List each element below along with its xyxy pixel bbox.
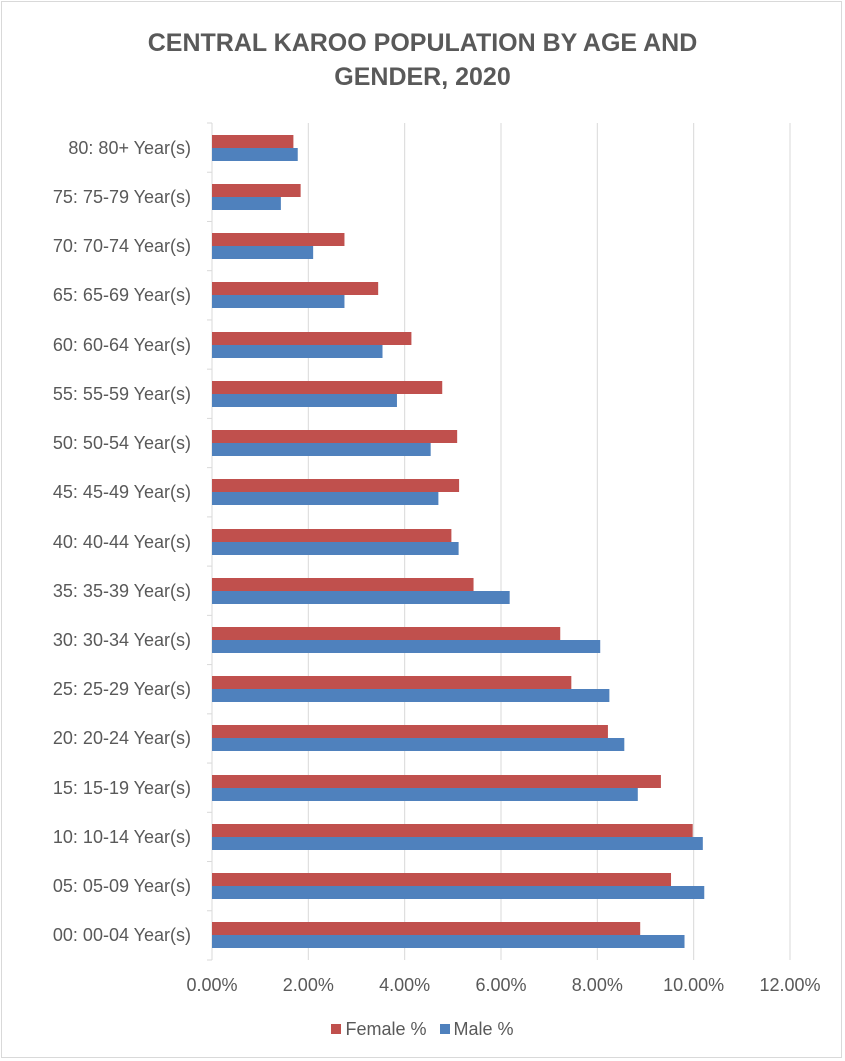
bar-female (212, 824, 693, 837)
y-category-label: 00: 00-04 Year(s) (53, 925, 191, 945)
legend-label-male: Male % (453, 1018, 514, 1039)
legend-swatch-female (331, 1024, 342, 1034)
bar-male (212, 246, 314, 259)
y-category-label: 45: 45-49 Year(s) (53, 482, 191, 502)
y-category-label: 70: 70-74 Year(s) (53, 236, 191, 256)
bar-female (212, 676, 572, 689)
bar-male (212, 886, 705, 899)
bar-female (212, 627, 561, 640)
legend-item-female: Female % (331, 1019, 426, 1040)
bar-female (212, 381, 443, 394)
x-tick-label: 6.00% (475, 975, 526, 995)
bar-male (212, 443, 431, 456)
bar-male (212, 197, 281, 210)
bar-female (212, 332, 412, 345)
y-category-label: 20: 20-24 Year(s) (53, 728, 191, 748)
bar-male (212, 492, 439, 505)
bar-female (212, 529, 452, 542)
bar-female (212, 233, 345, 246)
bar-female (212, 725, 608, 738)
bar-male (212, 591, 510, 604)
x-tick-label: 10.00% (663, 975, 724, 995)
bar-male (212, 935, 685, 948)
bar-female (212, 282, 379, 295)
x-tick-label: 4.00% (379, 975, 430, 995)
y-category-label: 40: 40-44 Year(s) (53, 532, 191, 552)
bar-female (212, 775, 661, 788)
y-category-label: 60: 60-64 Year(s) (53, 335, 191, 355)
chart-title-line-1: CENTRAL KAROO POPULATION BY AGE AND (147, 29, 698, 57)
bar-male (212, 689, 610, 702)
y-category-label: 80: 80+ Year(s) (68, 138, 191, 158)
bar-male (212, 837, 703, 850)
x-tick-label: 0.00% (186, 975, 237, 995)
chart-title: CENTRAL KAROO POPULATION BY AGE AND GEND… (0, 26, 845, 94)
bar-female (212, 873, 672, 886)
legend-swatch-male (439, 1024, 450, 1034)
x-tick-label: 8.00% (572, 975, 623, 995)
bar-male (212, 542, 459, 555)
bar-male (212, 788, 638, 801)
bar-male (212, 640, 601, 653)
bar-female (212, 922, 641, 935)
bar-female (212, 578, 474, 591)
y-category-label: 25: 25-29 Year(s) (53, 679, 191, 699)
x-tick-label: 12.00% (759, 975, 820, 995)
y-category-label: 50: 50-54 Year(s) (53, 433, 191, 453)
y-category-label: 15: 15-19 Year(s) (53, 778, 191, 798)
bar-male (212, 394, 397, 407)
bar-female (212, 430, 458, 443)
bar-male (212, 345, 383, 358)
y-category-label: 55: 55-59 Year(s) (53, 384, 191, 404)
legend-item-male: Male % (439, 1018, 514, 1040)
y-category-label: 35: 35-39 Year(s) (53, 581, 191, 601)
y-category-label: 75: 75-79 Year(s) (53, 187, 191, 207)
x-tick-label: 2.00% (283, 975, 334, 995)
bar-male (212, 738, 625, 751)
y-category-label: 05: 05-09 Year(s) (53, 876, 191, 896)
bar-female (212, 184, 301, 197)
bar-female (212, 479, 460, 492)
y-category-label: 65: 65-69 Year(s) (53, 285, 191, 305)
bar-male (212, 148, 298, 161)
legend-label-female: Female % (345, 1018, 427, 1039)
chart-title-line-2: GENDER, 2020 (334, 63, 511, 91)
chart-legend: Female % Male % (0, 1018, 845, 1040)
y-category-label: 30: 30-34 Year(s) (53, 630, 191, 650)
bar-male (212, 295, 345, 308)
y-category-label: 10: 10-14 Year(s) (53, 827, 191, 847)
bar-female (212, 135, 294, 148)
